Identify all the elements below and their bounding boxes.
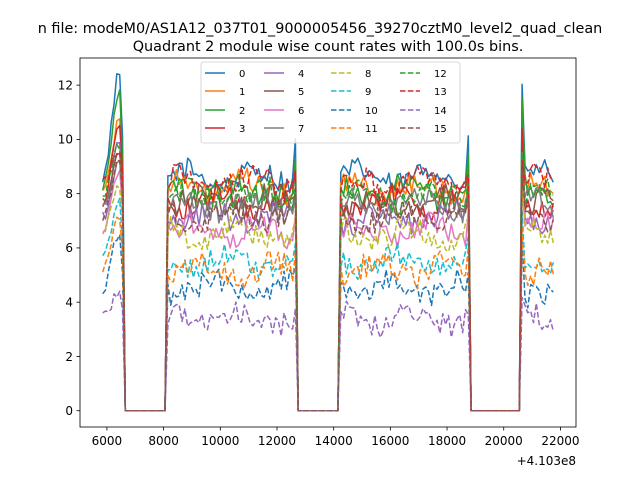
x-tick-label: 22000 — [541, 434, 579, 448]
legend-label-14: 14 — [434, 106, 447, 117]
plot-area — [101, 73, 555, 412]
y-tick-label: 6 — [65, 241, 73, 255]
y-axis: 0 2 4 6 8 10 12 — [58, 78, 80, 418]
x-tick-label: 12000 — [258, 434, 296, 448]
series-line-11 — [101, 216, 555, 412]
x-tick-label: 18000 — [428, 434, 466, 448]
y-tick-label: 10 — [58, 133, 73, 147]
series-line-0 — [101, 73, 554, 412]
y-tick-label: 0 — [65, 404, 73, 418]
x-tick-label: 20000 — [485, 434, 523, 448]
y-tick-label: 8 — [65, 187, 73, 201]
chart-title: Quadrant 2 module wise count rates with … — [133, 39, 524, 55]
x-tick-label: 16000 — [371, 434, 409, 448]
legend-label-3: 3 — [239, 124, 245, 135]
x-axis: 6000 8000 10000 12000 14000 16000 18000 20000 22… — [92, 427, 580, 448]
legend-label-4: 4 — [298, 69, 304, 80]
legend-label-11: 11 — [365, 124, 378, 135]
x-tick-label: 8000 — [148, 434, 179, 448]
legend-label-10: 10 — [365, 106, 378, 117]
legend-label-15: 15 — [434, 124, 447, 135]
legend-label-0: 0 — [239, 69, 245, 80]
figure-suptitle: n file: modeM0/AS1A12_037T01_9000005456_… — [38, 21, 603, 37]
series-line-3 — [102, 124, 555, 412]
x-tick-label: 6000 — [92, 434, 123, 448]
series-line-1 — [102, 117, 554, 412]
legend-label-1: 1 — [239, 87, 245, 98]
legend-label-2: 2 — [239, 106, 245, 117]
series-line-7 — [102, 160, 555, 412]
x-offset-label: +4.103e8 — [517, 454, 576, 468]
legend-label-12: 12 — [434, 69, 447, 80]
series-line-5 — [102, 153, 554, 412]
legend-label-13: 13 — [434, 87, 447, 98]
y-tick-label: 2 — [65, 350, 73, 364]
series-line-6 — [102, 169, 555, 412]
legend-label-7: 7 — [298, 124, 304, 135]
series-line-9 — [102, 197, 555, 412]
legend-box — [200, 61, 461, 144]
y-tick-label: 4 — [65, 295, 73, 309]
axes-frame — [79, 57, 577, 428]
series-line-14 — [102, 290, 555, 412]
legend-label-5: 5 — [298, 87, 304, 98]
legend-label-8: 8 — [365, 69, 371, 80]
series-line-13 — [102, 151, 554, 412]
x-tick-label: 10000 — [201, 434, 239, 448]
y-tick-label: 12 — [58, 78, 73, 92]
series-line-8 — [102, 184, 555, 412]
series-line-15 — [101, 159, 555, 412]
series-line-10 — [102, 234, 554, 412]
legend-label-9: 9 — [365, 87, 371, 98]
x-tick-label: 14000 — [315, 434, 353, 448]
legend-label-6: 6 — [298, 106, 304, 117]
